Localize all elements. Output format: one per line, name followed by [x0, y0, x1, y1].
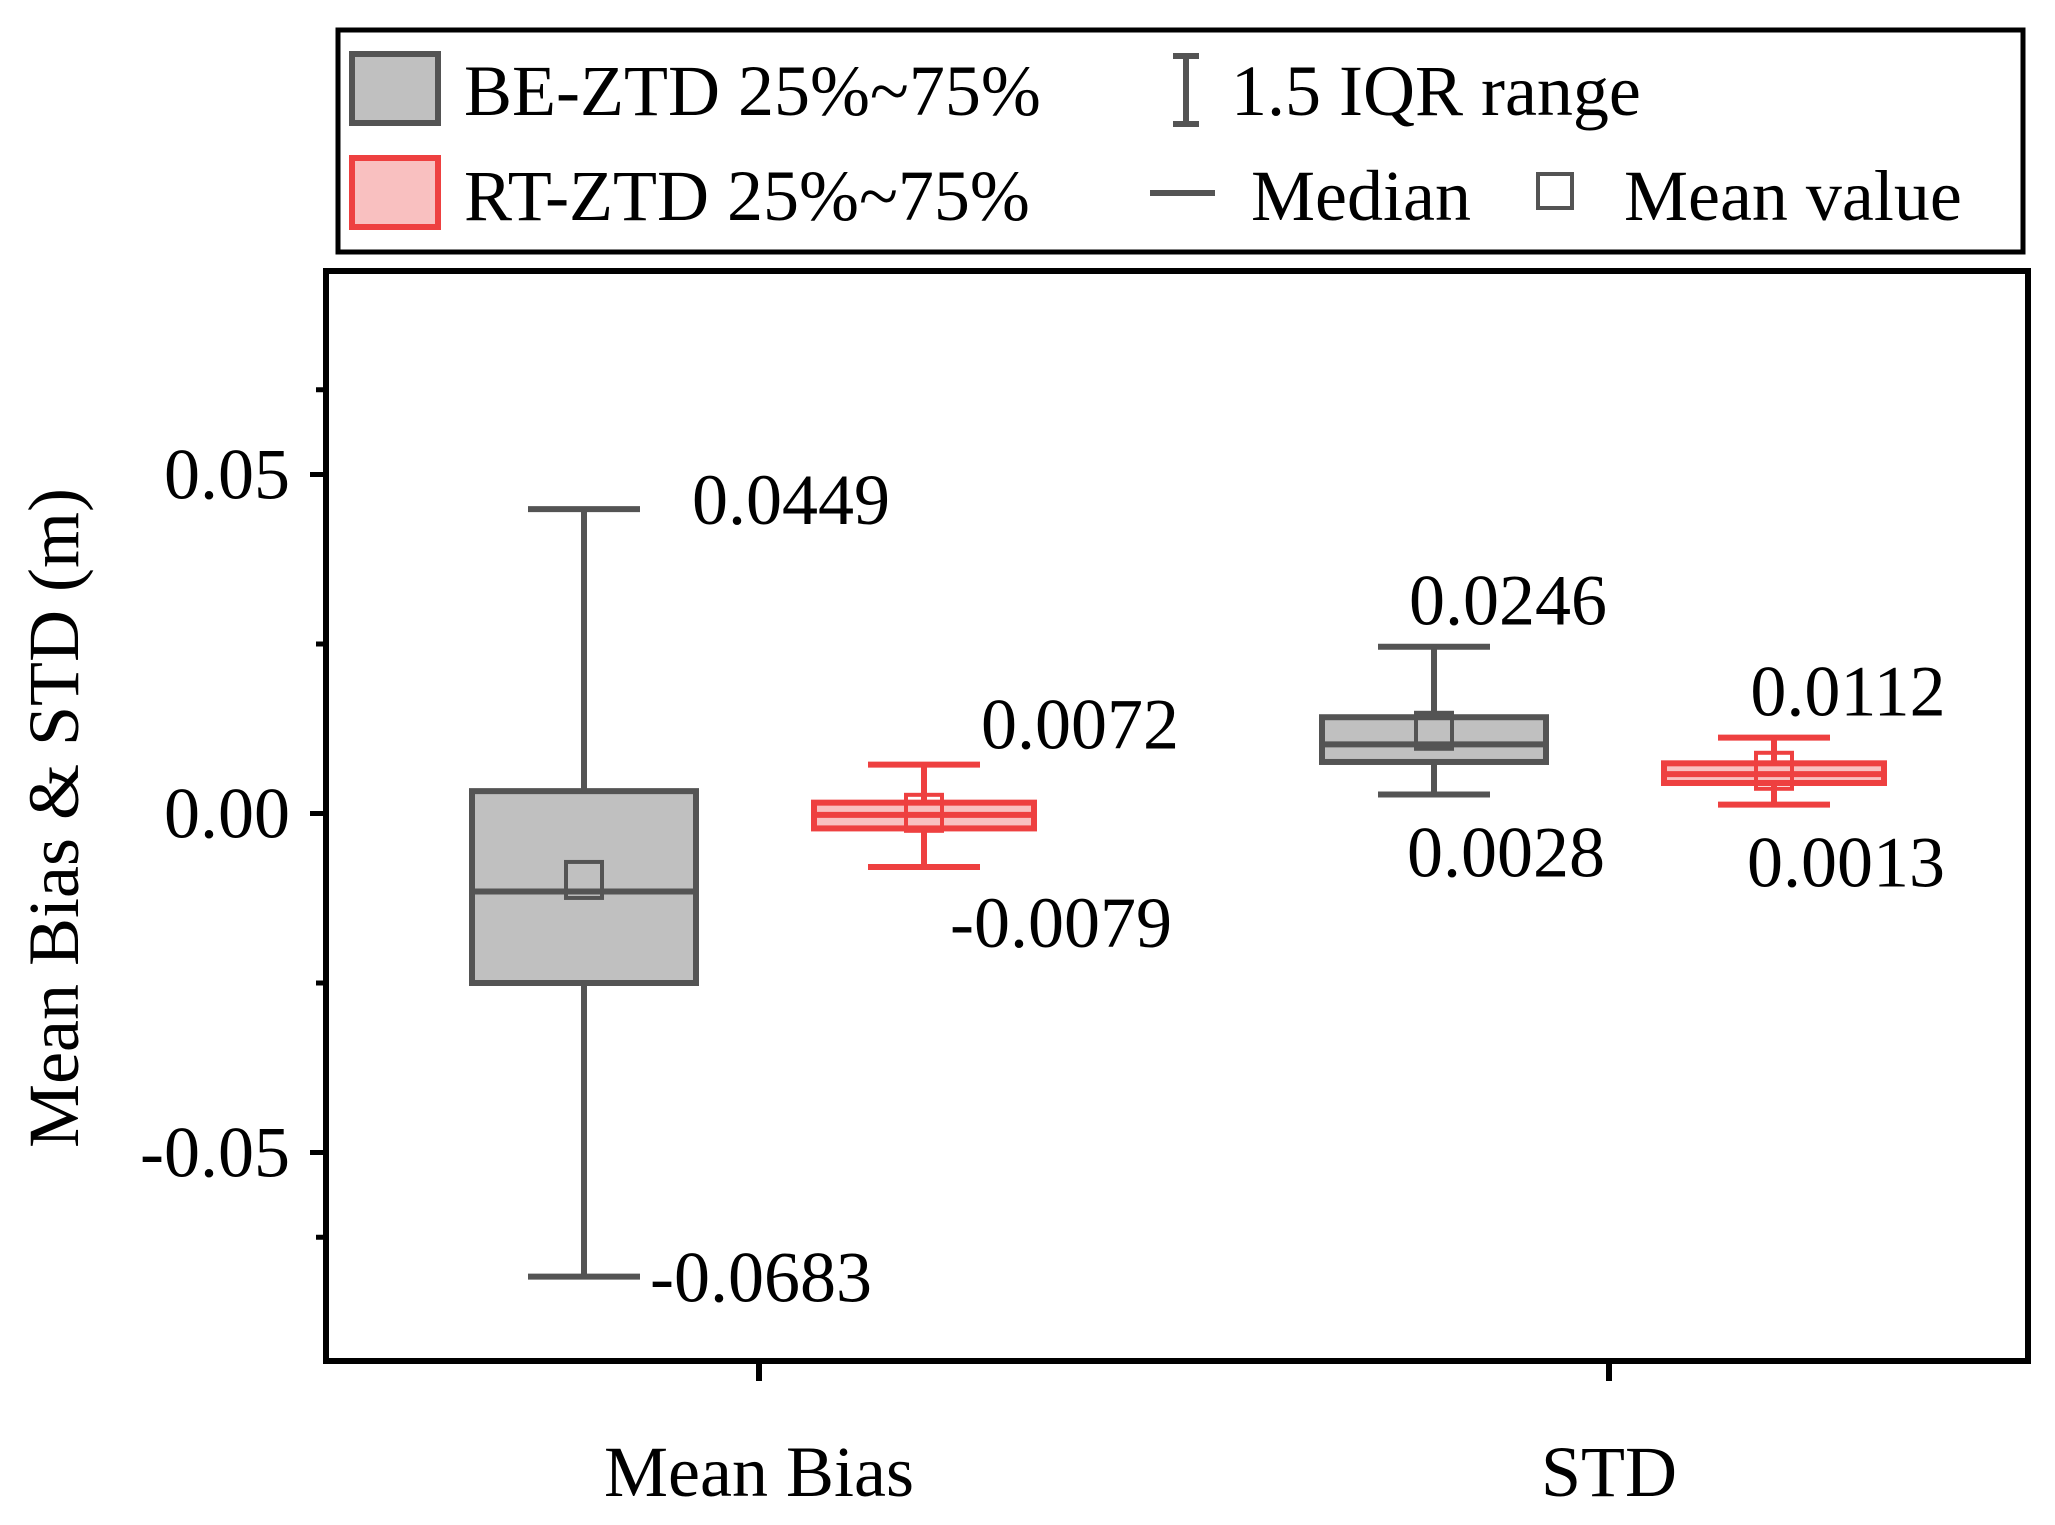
legend-whisker-icon	[1173, 53, 1199, 127]
mean-marker	[904, 792, 944, 833]
legend-label-rt-ztd: RT-ZTD 25%~75%	[464, 156, 1030, 236]
legend-swatch-be-ztd	[349, 51, 441, 126]
value-label: 0.0246	[1409, 561, 1607, 641]
mean-marker	[1754, 750, 1794, 791]
value-label: 0.0449	[692, 460, 890, 540]
value-label: 0.0072	[981, 685, 1179, 765]
value-label: 0.0013	[1747, 823, 1945, 903]
legend-label-iqr: 1.5 IQR range	[1231, 51, 1641, 131]
value-label: -0.0079	[950, 883, 1172, 963]
box-plots	[469, 506, 1887, 1280]
y-axis-title: Mean Bias & STD (m)	[14, 488, 94, 1148]
value-annotations: 0.0449 -0.0683 0.0072 -0.0079 0.0246 0.0028 0.…	[650, 460, 1946, 1317]
legend: BE-ZTD 25%~75% 1.5 IQR range RT-ZTD 25%~…	[335, 27, 2026, 255]
y-axis: -0.05 0.00 0.05	[140, 387, 326, 1240]
mean-marker	[564, 859, 604, 900]
mean-marker	[1414, 710, 1454, 751]
y-tick-label: -0.05	[140, 1113, 290, 1193]
box-be-ztd-std	[1319, 643, 1549, 798]
y-tick-label: 0.00	[164, 774, 290, 854]
value-label: 0.0112	[1750, 652, 1945, 732]
x-tick-label: Mean Bias	[604, 1432, 914, 1512]
iqr-box	[1319, 714, 1549, 765]
x-tick-label: STD	[1541, 1432, 1677, 1512]
iqr-box	[469, 788, 699, 986]
legend-label-be-ztd: BE-ZTD 25%~75%	[464, 51, 1041, 131]
legend-frame	[335, 27, 2026, 255]
legend-mean-square-icon	[1536, 172, 1574, 210]
legend-label-median: Median	[1251, 156, 1471, 236]
x-axis: Mean Bias STD	[604, 1361, 1677, 1512]
box-rt-ztd-std	[1661, 734, 1887, 808]
legend-label-mean: Mean value	[1624, 156, 1962, 236]
value-label: -0.0683	[650, 1238, 872, 1318]
y-tick-label: 0.05	[164, 435, 290, 515]
value-label: 0.0028	[1407, 813, 1605, 893]
legend-swatch-rt-ztd	[349, 155, 441, 230]
box-rt-ztd-mean-bias	[811, 761, 1037, 871]
box-be-ztd-mean-bias	[469, 506, 699, 1280]
